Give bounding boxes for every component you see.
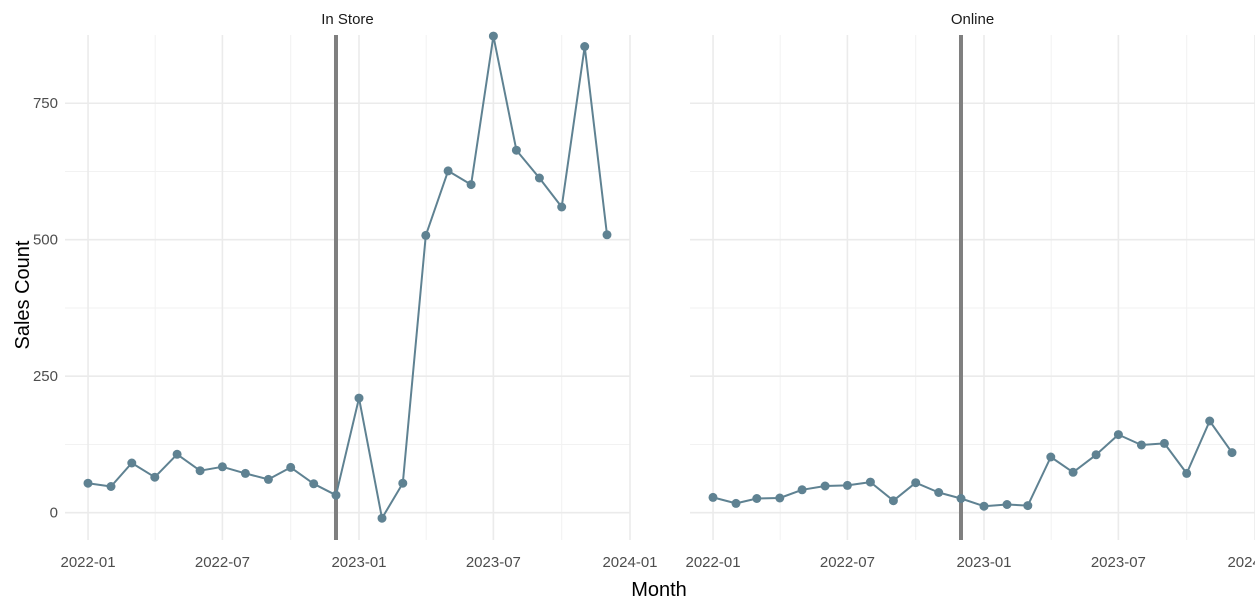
- y-tick-label: 250: [33, 368, 58, 385]
- data-point: [286, 462, 296, 472]
- data-point: [263, 474, 273, 484]
- data-point: [775, 493, 785, 503]
- data-point: [842, 480, 852, 490]
- series-line: [712, 420, 1233, 508]
- x-tick-label: 2022-07: [195, 554, 250, 571]
- data-point: [888, 496, 898, 506]
- y-axis-title: Sales Count: [12, 240, 34, 349]
- data-point: [398, 478, 408, 488]
- y-tick-label: 750: [33, 95, 58, 112]
- data-point: [602, 230, 612, 240]
- x-tick-label: 2023-07: [466, 554, 521, 571]
- data-point: [1159, 438, 1169, 448]
- x-tick-label: 2022-01: [685, 554, 740, 571]
- data-point: [865, 477, 875, 487]
- data-point: [580, 42, 590, 51]
- data-point: [797, 485, 807, 495]
- data-point: [1227, 448, 1237, 458]
- data-point: [377, 513, 387, 523]
- data-point: [708, 492, 718, 502]
- data-point: [150, 472, 160, 482]
- facet-panel-0: 2022-01 2022-07 2023-01 2023-07 2024-01 In St…: [60, 11, 657, 571]
- data-point: [1002, 500, 1012, 509]
- facet-strip-label: Online: [951, 11, 994, 28]
- data-point: [466, 180, 476, 190]
- data-point: [820, 481, 830, 491]
- x-tick-label: 2023-01: [956, 554, 1011, 571]
- y-tick-label: 500: [33, 232, 58, 249]
- facet-panel-1: 2022-01 2022-07 2023-01 2023-07 2024-01 Onlin…: [685, 11, 1255, 571]
- data-point: [488, 31, 498, 41]
- data-point: [443, 166, 453, 176]
- data-point: [1091, 450, 1101, 460]
- data-point: [956, 494, 966, 503]
- data-point: [1113, 430, 1123, 440]
- data-point: [534, 173, 544, 183]
- data-point: [752, 494, 762, 503]
- x-tick-label: 2024-01: [1227, 554, 1255, 571]
- data-point: [1205, 416, 1215, 426]
- data-point: [511, 145, 521, 155]
- data-point: [354, 393, 364, 403]
- facet-strip-label: In Store: [321, 11, 374, 28]
- data-point: [240, 468, 250, 478]
- data-point: [1068, 467, 1078, 477]
- data-point: [1182, 468, 1192, 478]
- data-point: [1136, 440, 1146, 450]
- data-point: [934, 488, 944, 497]
- data-point: [1046, 452, 1056, 462]
- data-point: [979, 501, 989, 511]
- data-point: [309, 479, 319, 489]
- data-point: [127, 458, 137, 468]
- x-tick-label: 2023-01: [331, 554, 386, 571]
- data-point: [172, 449, 182, 459]
- data-point: [106, 482, 116, 491]
- data-point: [331, 490, 341, 500]
- x-tick-label: 2022-07: [820, 554, 875, 571]
- data-point: [421, 230, 431, 240]
- x-tick-label: 2023-07: [1091, 554, 1146, 571]
- y-tick-label: 0: [50, 505, 58, 522]
- x-axis-title: Month: [631, 579, 687, 600]
- data-point: [731, 498, 741, 508]
- data-point: [195, 466, 205, 476]
- data-point: [1023, 501, 1033, 511]
- data-point: [83, 478, 93, 488]
- data-point: [911, 478, 921, 488]
- data-point: [217, 462, 227, 472]
- x-tick-label: 2022-01: [60, 554, 115, 571]
- x-tick-label: 2024-01: [602, 554, 657, 571]
- data-point: [557, 202, 567, 212]
- series-line: [87, 35, 608, 520]
